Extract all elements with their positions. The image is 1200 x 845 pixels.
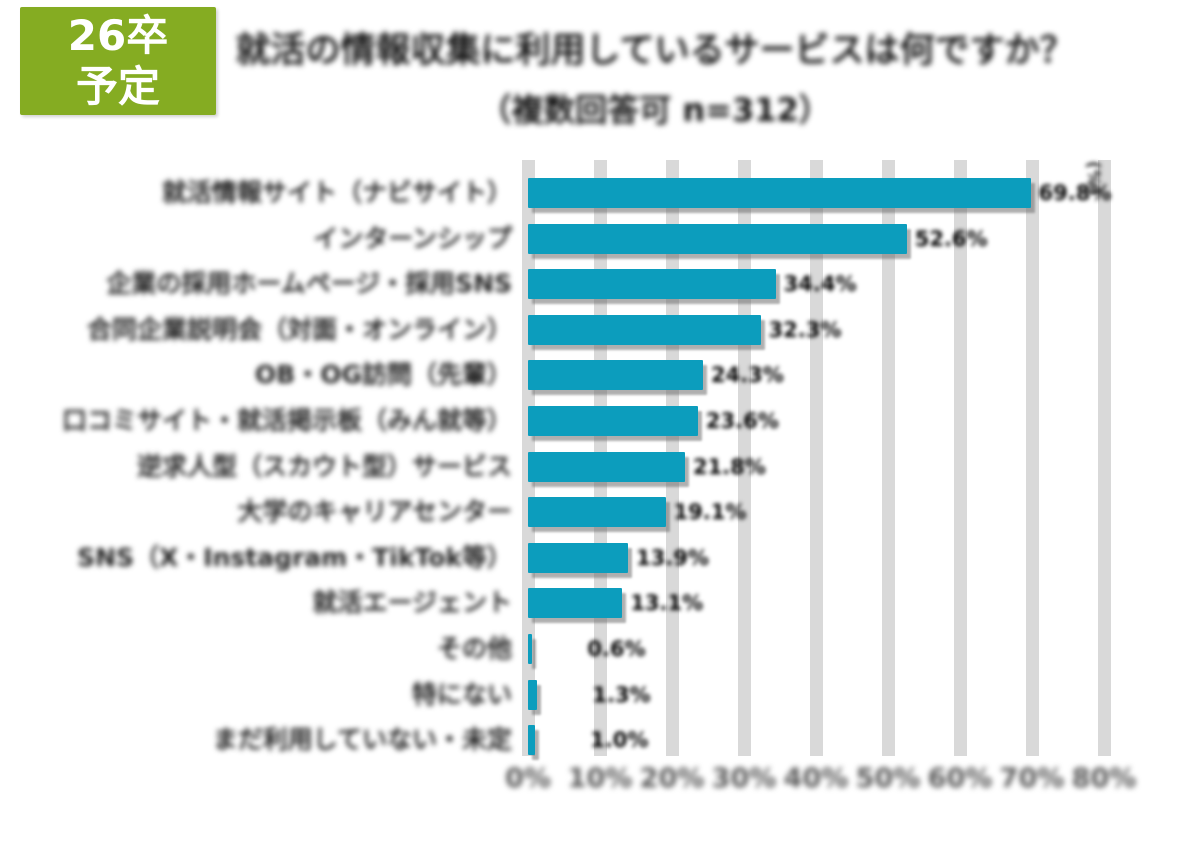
gridline-70% bbox=[1025, 160, 1039, 756]
bar bbox=[528, 497, 666, 528]
bar bbox=[528, 588, 623, 619]
category-label: 逆求人型（スカウト型）サービス bbox=[136, 451, 512, 481]
value-label: 13.9% bbox=[636, 545, 709, 570]
value-label: 13.1% bbox=[630, 591, 704, 616]
bar bbox=[528, 223, 907, 254]
gridline-30% bbox=[737, 160, 751, 756]
chart-title: 就活の情報収集に利用しているサービスは何ですか？ bbox=[235, 31, 1075, 71]
x-tick-label: 20% bbox=[639, 763, 705, 794]
value-label: 52.6% bbox=[914, 226, 988, 251]
bar bbox=[528, 178, 1031, 208]
value-label: 1.0% bbox=[590, 728, 649, 753]
x-tick-label: 50% bbox=[855, 763, 921, 794]
bar bbox=[528, 406, 698, 436]
value-label: 19.1% bbox=[673, 500, 747, 525]
x-tick-label: 60% bbox=[927, 763, 993, 794]
bar bbox=[528, 360, 703, 391]
x-tick-label: 40% bbox=[783, 763, 849, 794]
value-label: 69.8% bbox=[1038, 181, 1112, 205]
x-tick-label: 0% bbox=[505, 763, 551, 794]
value-label: 32.3% bbox=[768, 317, 842, 342]
category-label: SNS（X・Instagram・TikTok等） bbox=[77, 542, 512, 572]
category-label: その他 bbox=[436, 634, 512, 663]
x-tick-label: 70% bbox=[999, 763, 1065, 794]
category-label: インターンシップ bbox=[313, 223, 512, 253]
value-label: 23.6% bbox=[705, 409, 779, 433]
cohort-badge-line2: 予定 bbox=[75, 62, 160, 111]
value-label: 21.8% bbox=[692, 454, 766, 479]
value-label: 34.4% bbox=[783, 272, 857, 297]
gridline-80% bbox=[1097, 160, 1111, 756]
x-tick-label: 80% bbox=[1071, 763, 1137, 794]
bar bbox=[528, 269, 776, 300]
x-tick-label: 30% bbox=[711, 763, 777, 794]
bar bbox=[528, 679, 538, 710]
value-label: 24.3% bbox=[710, 363, 784, 388]
value-label: 1.3% bbox=[592, 682, 651, 707]
category-label: 口コミサイト・就活掲示板（みん就等） bbox=[61, 406, 512, 435]
chart-title-block: 就活の情報収集に利用しているサービスは何ですか？ （複数回答可 n=312） bbox=[170, 0, 1140, 131]
bar bbox=[528, 725, 536, 756]
category-label: OB・OG訪問（先輩） bbox=[254, 360, 512, 390]
gridline-50% bbox=[881, 160, 895, 756]
category-label: 合同企業説明会（対面・オンライン） bbox=[86, 314, 512, 344]
bar bbox=[528, 314, 761, 345]
category-label: 特にない bbox=[411, 679, 512, 709]
gridline-60% bbox=[953, 160, 967, 756]
category-label: まだ利用していない・未定 bbox=[212, 725, 512, 755]
bar bbox=[528, 542, 629, 573]
category-label: 大学のキャリアセンター bbox=[237, 497, 512, 527]
value-label: 0.6% bbox=[587, 637, 646, 661]
bar bbox=[528, 451, 685, 482]
category-label: 企業の採用ホームページ・採用SNS bbox=[106, 269, 512, 299]
cohort-badge: 26卒 予定 bbox=[20, 7, 216, 115]
x-tick-label: 10% bbox=[567, 763, 633, 794]
bar bbox=[528, 634, 533, 664]
chart-subtitle: （複数回答可 n=312） bbox=[479, 91, 831, 129]
cohort-badge-line1: 26卒 bbox=[67, 10, 169, 60]
category-label: 就活情報サイト（ナビサイト） bbox=[161, 178, 512, 207]
gridline-40% bbox=[809, 160, 823, 756]
axis-unit-label: (%) bbox=[1083, 161, 1103, 197]
category-label: 就活エージェント bbox=[312, 588, 512, 618]
